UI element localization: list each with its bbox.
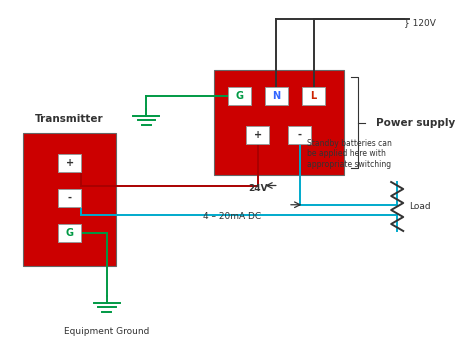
Text: +: +	[254, 130, 262, 140]
Text: Standby batteries can
be applied here with
appropriate switching: Standby batteries can be applied here wi…	[307, 139, 392, 169]
Text: L: L	[310, 91, 317, 101]
Text: G: G	[66, 228, 73, 238]
Bar	[23, 133, 116, 266]
Text: +: +	[65, 158, 74, 168]
Text: N: N	[273, 91, 281, 101]
Bar	[58, 224, 82, 241]
Bar	[265, 88, 288, 105]
Text: -: -	[298, 130, 301, 140]
Bar	[302, 88, 325, 105]
Bar	[58, 154, 82, 172]
Bar	[228, 88, 251, 105]
Bar	[246, 126, 269, 144]
Text: Power supply: Power supply	[376, 118, 456, 127]
Bar	[58, 189, 82, 206]
Bar	[288, 126, 311, 144]
Text: 4 – 20mA DC: 4 – 20mA DC	[203, 212, 261, 221]
Bar	[214, 70, 344, 175]
Text: Load: Load	[409, 202, 430, 211]
Text: 24V: 24V	[248, 184, 268, 193]
Text: Equipment Ground: Equipment Ground	[64, 327, 149, 336]
Text: } 120V: } 120V	[404, 18, 436, 27]
Text: G: G	[235, 91, 243, 101]
Text: -: -	[68, 193, 72, 203]
Text: Transmitter: Transmitter	[36, 114, 104, 124]
